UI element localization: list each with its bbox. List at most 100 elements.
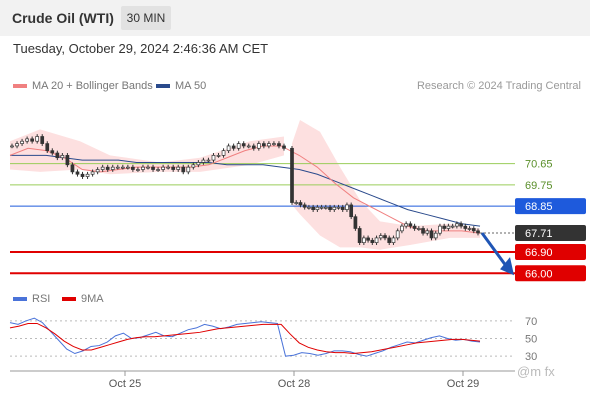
level-tag-4 xyxy=(515,244,586,261)
candle-body xyxy=(408,223,413,227)
candle-body xyxy=(236,143,241,149)
candle-body xyxy=(429,230,434,239)
candle-body xyxy=(256,143,261,149)
candle-body xyxy=(370,239,375,243)
candle-body xyxy=(336,206,341,209)
time-tick-label-2: Oct 29 xyxy=(447,378,479,390)
candle-body xyxy=(246,145,251,148)
level-label-4: 66.90 xyxy=(525,247,553,259)
candle-body xyxy=(391,237,396,243)
legend-swatch-ma50 xyxy=(156,84,170,89)
candle-body xyxy=(446,225,451,229)
candle-body xyxy=(400,225,404,232)
candle-body xyxy=(241,143,246,147)
candle-body xyxy=(196,162,201,166)
candle-body xyxy=(307,206,311,209)
rsi-tick-30: 30 xyxy=(525,351,537,363)
level-label-5: 66.00 xyxy=(525,268,553,280)
candle-body xyxy=(40,136,45,144)
candle-body xyxy=(442,225,447,229)
candle-body xyxy=(35,136,40,142)
candle-body xyxy=(201,159,206,163)
candle-body xyxy=(357,228,362,243)
candle-body xyxy=(328,206,332,210)
candle-body xyxy=(262,143,266,147)
rsi-tick-50: 50 xyxy=(525,334,537,346)
candle-body xyxy=(176,166,181,170)
forecast-arrow-head xyxy=(500,257,514,276)
candle-body xyxy=(115,166,120,169)
candle-body xyxy=(433,232,438,239)
bollinger-band-2 xyxy=(292,120,480,250)
candle-body xyxy=(50,150,55,154)
candle-body xyxy=(110,166,115,170)
candle-body xyxy=(151,166,155,170)
timeframe-button[interactable]: 30 MIN xyxy=(121,6,171,30)
legend-label-ma50: MA 50 xyxy=(175,80,207,92)
ma50-line xyxy=(10,154,481,227)
candle-body xyxy=(383,235,387,239)
candle-body xyxy=(302,204,307,208)
chart-datetime: Tuesday, October 29, 2024 2:46:36 AM CET xyxy=(13,41,269,56)
level-label-2: 68.85 xyxy=(525,201,553,213)
rsi-ma9-line xyxy=(9,322,481,355)
candle-body xyxy=(251,145,256,149)
candle-body xyxy=(395,230,400,239)
candle-body xyxy=(231,145,236,149)
candle-body xyxy=(425,230,430,234)
candle-body xyxy=(181,166,186,173)
candle-body xyxy=(131,166,135,170)
legend-swatch-9ma xyxy=(62,297,76,302)
candle-body xyxy=(75,171,80,175)
level-tag-5 xyxy=(515,265,586,282)
candle-body xyxy=(166,166,170,169)
time-tick-label-0: Oct 25 xyxy=(109,378,141,390)
candle-body xyxy=(100,166,105,170)
candle-body xyxy=(25,138,29,142)
legend-9ma: 9MA xyxy=(62,293,104,305)
candle-body xyxy=(277,143,281,147)
forecast-arrow-shaft xyxy=(480,232,510,270)
level-tag-3 xyxy=(515,224,586,241)
instrument-title: Crude Oil (WTI) xyxy=(12,10,114,26)
level-label-3: 67.71 xyxy=(525,228,553,240)
candle-body xyxy=(105,166,110,170)
candle-body xyxy=(353,216,358,229)
rsi-tick-70: 70 xyxy=(525,316,537,328)
legend-swatch-ma20 xyxy=(13,84,27,89)
candle-body xyxy=(65,155,70,166)
candle-body xyxy=(120,166,125,169)
candle-body xyxy=(80,173,85,177)
candle-body xyxy=(463,225,468,229)
level-label-1: 69.75 xyxy=(525,180,553,192)
candle-body xyxy=(332,206,337,210)
candle-body xyxy=(15,143,19,147)
candle-body xyxy=(216,155,221,157)
legend-label-9ma: 9MA xyxy=(81,293,104,305)
candle-body xyxy=(60,155,65,159)
research-credit: Research © 2024 Trading Central xyxy=(416,80,581,92)
candle-body xyxy=(70,164,75,173)
candle-body xyxy=(450,225,455,228)
candle-body xyxy=(191,164,196,168)
candle-body xyxy=(421,228,425,234)
candle-body xyxy=(438,225,442,234)
legend-label-rsi: RSI xyxy=(32,293,51,305)
candle-body xyxy=(319,206,324,209)
candle-body xyxy=(30,138,34,142)
candle-body xyxy=(412,225,417,229)
candle-body xyxy=(221,150,226,156)
watermark: @m fx xyxy=(517,364,555,379)
legend-ma50: MA 50 xyxy=(156,80,206,92)
candle-body xyxy=(362,237,366,243)
candle-body xyxy=(471,228,476,232)
candle-body xyxy=(20,140,24,144)
candle-body xyxy=(467,228,472,230)
candle-body xyxy=(10,145,14,148)
candle-body xyxy=(55,152,60,159)
legend-bollinger: MA 20 + Bollinger Bands xyxy=(13,80,153,92)
candle-body xyxy=(95,169,100,173)
candle-body xyxy=(186,166,191,173)
candle-body xyxy=(298,202,303,206)
